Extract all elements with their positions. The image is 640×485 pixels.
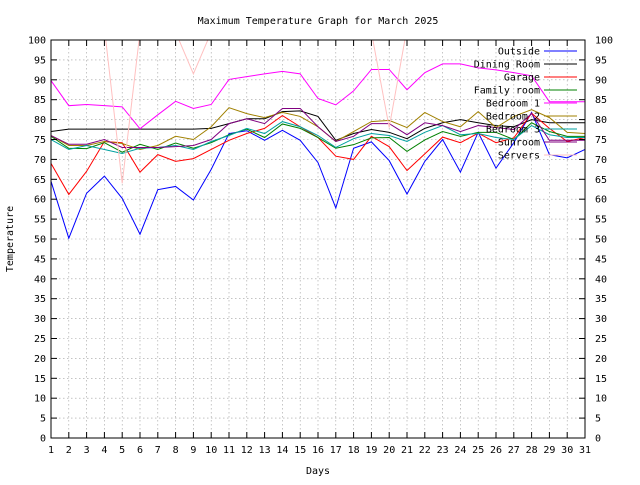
x-tick-label: 20 [383, 445, 395, 456]
y-tick-label-right: 0 [595, 434, 601, 445]
y-tick-label-left: 30 [34, 314, 46, 325]
x-tick-label: 15 [294, 445, 306, 456]
y-tick-label-right: 65 [595, 175, 607, 186]
x-tick-label: 7 [155, 445, 161, 456]
y-tick-label-left: 15 [34, 374, 46, 385]
y-tick-label-left: 5 [40, 414, 46, 425]
x-tick-label: 9 [190, 445, 196, 456]
y-tick-label-right: 90 [595, 75, 607, 86]
x-tick-label: 5 [119, 445, 125, 456]
legend-label-bedroom-1: Bedroom 1 [486, 99, 540, 110]
y-tick-label-right: 25 [595, 334, 607, 345]
y-tick-label-left: 65 [34, 175, 46, 186]
x-tick-label: 28 [526, 445, 538, 456]
y-tick-label-left: 45 [34, 254, 46, 265]
y-tick-label-left: 50 [34, 235, 46, 246]
x-tick-label: 27 [508, 445, 520, 456]
x-tick-label: 24 [454, 445, 466, 456]
y-tick-label-right: 40 [595, 274, 607, 285]
y-tick-label-left: 60 [34, 195, 46, 206]
legend-label-outside: Outside [498, 47, 540, 58]
series-line-family-room [51, 122, 585, 153]
legend-label-family-room: Family room [474, 86, 540, 97]
x-tick-label: 2 [66, 445, 72, 456]
y-tick-label-left: 80 [34, 115, 46, 126]
y-tick-label-left: 55 [34, 215, 46, 226]
y-tick-label-left: 100 [28, 36, 46, 47]
y-tick-label-right: 85 [595, 95, 607, 106]
y-axis-label: Temperature [5, 206, 16, 272]
y-tick-label-left: 95 [34, 55, 46, 66]
x-tick-label: 6 [137, 445, 143, 456]
x-tick-label: 4 [101, 445, 107, 456]
x-tick-label: 17 [330, 445, 342, 456]
y-tick-label-left: 20 [34, 354, 46, 365]
y-tick-label-left: 10 [34, 394, 46, 405]
x-tick-label: 19 [365, 445, 377, 456]
y-tick-label-left: 70 [34, 155, 46, 166]
y-tick-label-right: 55 [595, 215, 607, 226]
y-tick-label-right: 95 [595, 55, 607, 66]
x-tick-label: 29 [543, 445, 555, 456]
x-tick-label: 3 [84, 445, 90, 456]
series-line-bedroom-3 [51, 121, 585, 154]
y-tick-label-left: 75 [34, 135, 46, 146]
y-tick-label-right: 20 [595, 354, 607, 365]
y-tick-label-left: 90 [34, 75, 46, 86]
x-tick-label: 14 [276, 445, 288, 456]
x-tick-label: 18 [348, 445, 360, 456]
y-tick-label-right: 5 [595, 414, 601, 425]
legend-label-servers: Servers [498, 151, 540, 162]
legend-label-bedroom-3: Bedroom 3 [486, 125, 540, 136]
y-tick-label-right: 35 [595, 294, 607, 305]
x-tick-label: 10 [205, 445, 217, 456]
x-tick-label: 30 [561, 445, 573, 456]
y-tick-label-right: 15 [595, 374, 607, 385]
y-tick-label-right: 30 [595, 314, 607, 325]
y-tick-label-right: 75 [595, 135, 607, 146]
legend: Outside Dining Room Garage Family room Bedro… [474, 47, 577, 162]
x-tick-label: 21 [401, 445, 413, 456]
y-tick-label-left: 35 [34, 294, 46, 305]
y-tick-label-left: 85 [34, 95, 46, 106]
tick-layer [50, 39, 586, 439]
x-tick-label: 13 [259, 445, 271, 456]
chart-title: Maximum Temperature Graph for March 2025 [198, 16, 439, 27]
series-line-sunroom [51, 107, 585, 148]
legend-label-garage: Garage [504, 73, 540, 84]
x-tick-label: 8 [173, 445, 179, 456]
legend-label-bedroom-2: Bedroom 2 [486, 112, 540, 123]
y-tick-label-left: 0 [40, 434, 46, 445]
y-tick-label-left: 25 [34, 334, 46, 345]
y-tick-label-right: 50 [595, 235, 607, 246]
x-tick-label: 22 [419, 445, 431, 456]
y-tick-label-right: 10 [595, 394, 607, 405]
legend-label-sunroom: Sunroom [498, 138, 540, 149]
x-tick-label: 23 [437, 445, 449, 456]
y-tick-label-right: 100 [595, 36, 613, 47]
x-tick-label: 12 [241, 445, 253, 456]
y-tick-label-right: 80 [595, 115, 607, 126]
series-line-bedroom-1 [51, 63, 585, 130]
x-tick-label: 25 [472, 445, 484, 456]
x-tick-label: 1 [48, 445, 54, 456]
y-tick-label-right: 60 [595, 195, 607, 206]
series-line-outside [51, 111, 585, 240]
y-tick-label-right: 45 [595, 254, 607, 265]
grid-layer [51, 40, 585, 438]
x-tick-label: 16 [312, 445, 324, 456]
x-tick-label: 26 [490, 445, 502, 456]
legend-label-dining-room: Dining Room [474, 60, 540, 71]
y-tick-label-left: 40 [34, 274, 46, 285]
x-tick-label: 11 [223, 445, 235, 456]
x-axis-label: Days [306, 466, 330, 477]
series-layer [51, 40, 585, 240]
x-tick-label: 31 [579, 445, 591, 456]
y-tick-label-right: 70 [595, 155, 607, 166]
